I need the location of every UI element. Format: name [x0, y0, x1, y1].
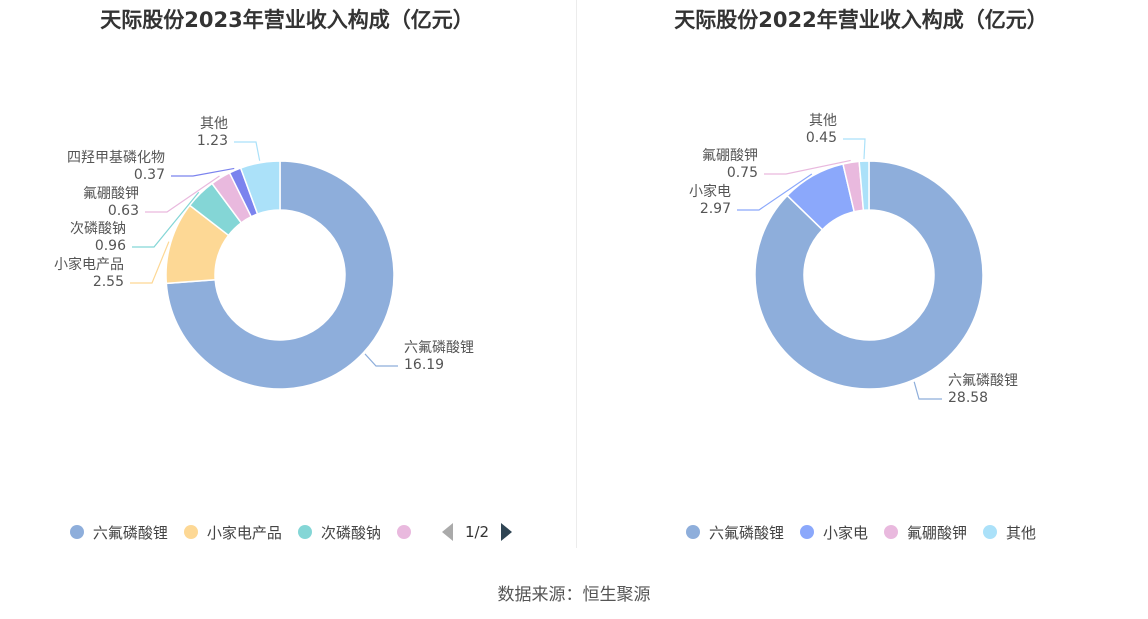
- slice-category-label: 氟硼酸钾: [83, 186, 139, 202]
- slice-value-label: 0.37: [134, 167, 165, 183]
- label-leader-line: [843, 138, 866, 160]
- pie-slice[interactable]: [165, 160, 395, 390]
- slice-value-label: 0.63: [108, 203, 139, 219]
- label-leader-line: [764, 159, 851, 175]
- legend-item[interactable]: [396, 525, 420, 539]
- legend-pager: 1/2: [441, 523, 513, 541]
- legend-swatch: [799, 525, 814, 539]
- legend-label: 小家电产品: [206, 523, 282, 542]
- pie-slice[interactable]: [858, 160, 870, 212]
- label-leader-line: [913, 381, 942, 400]
- slice-value-label: 0.96: [95, 238, 126, 254]
- legend-swatch: [69, 525, 84, 539]
- next-page-icon[interactable]: [501, 523, 513, 541]
- legend-label: 氟硼酸钾: [907, 523, 968, 542]
- chart-title: 天际股份2023年营业收入构成（亿元）: [100, 8, 474, 32]
- legend-item[interactable]: 小家电: [799, 522, 868, 543]
- slice-category-label: 小家电: [689, 183, 731, 200]
- slice-category-label: 其他: [809, 113, 837, 129]
- chart-2022-panel: 天际股份2022年营业收入构成（亿元） 六氟磷酸锂 28.58 小家电 2.97 氟硼酸…: [574, 0, 1148, 560]
- slice-value-label: 2.97: [700, 201, 731, 217]
- slice-value-label: 2.55: [93, 274, 124, 290]
- legend: 六氟磷酸锂 小家电产品 次磷酸钠 1/2: [0, 519, 574, 545]
- legend-label: 其他: [1006, 523, 1037, 542]
- slice-category-label: 六氟磷酸锂: [404, 340, 474, 356]
- label-leader-line: [364, 353, 398, 367]
- legend-page-indicator: 1/2: [464, 523, 490, 541]
- prev-page-icon[interactable]: [441, 523, 453, 541]
- legend-item[interactable]: 六氟磷酸锂: [685, 522, 784, 543]
- label-leader-line: [171, 167, 235, 177]
- slice-value-label: 1.23: [197, 133, 228, 149]
- slice-category-label: 六氟磷酸锂: [948, 373, 1018, 389]
- slice-value-label: 16.19: [404, 357, 444, 373]
- legend-swatch: [884, 525, 898, 539]
- legend-label: 六氟磷酸锂: [708, 523, 784, 542]
- slice-category-label: 次磷酸钠: [70, 221, 126, 237]
- slice-value-label: 0.75: [727, 165, 758, 181]
- slice-category-label: 小家电产品: [54, 256, 124, 273]
- legend-label: 次磷酸钠: [320, 523, 381, 542]
- legend-item[interactable]: 氟硼酸钾: [884, 522, 967, 543]
- slice-category-label: 其他: [200, 116, 228, 132]
- label-leader-line: [132, 191, 200, 248]
- chart-title: 天际股份2022年营业收入构成（亿元）: [674, 8, 1048, 32]
- legend-swatch: [396, 525, 411, 539]
- label-leader-line: [234, 141, 261, 161]
- data-source: 数据来源：恒生聚源: [497, 585, 651, 605]
- legend-label: 六氟磷酸锂: [92, 523, 168, 542]
- panel-divider: [576, 0, 577, 548]
- legend-swatch: [983, 525, 998, 539]
- legend-item[interactable]: 次磷酸钠: [297, 522, 381, 543]
- legend-item[interactable]: 小家电产品: [183, 522, 282, 543]
- slice-value-label: 28.58: [948, 390, 988, 406]
- legend-swatch: [297, 525, 312, 539]
- slice-value-label: 0.45: [806, 130, 837, 146]
- pie-slice[interactable]: [239, 160, 281, 215]
- slice-category-label: 氟硼酸钾: [702, 148, 758, 164]
- pie-slice[interactable]: [754, 160, 984, 390]
- legend-item[interactable]: 其他: [983, 522, 1036, 543]
- legend-label: 小家电: [822, 523, 868, 542]
- label-leader-line: [145, 175, 220, 213]
- legend-swatch: [183, 525, 198, 539]
- label-leader-line: [130, 241, 170, 284]
- legend: 六氟磷酸锂 小家电 氟硼酸钾 其他: [574, 519, 1148, 545]
- label-leader-line: [737, 173, 813, 211]
- slice-category-label: 四羟甲基磷化物: [67, 149, 165, 166]
- chart-2023-panel: 天际股份2023年营业收入构成（亿元） 六氟磷酸锂 16.19 小家电产品 2.55 次…: [0, 0, 574, 560]
- legend-item[interactable]: 六氟磷酸锂: [69, 522, 168, 543]
- legend-swatch: [685, 525, 700, 539]
